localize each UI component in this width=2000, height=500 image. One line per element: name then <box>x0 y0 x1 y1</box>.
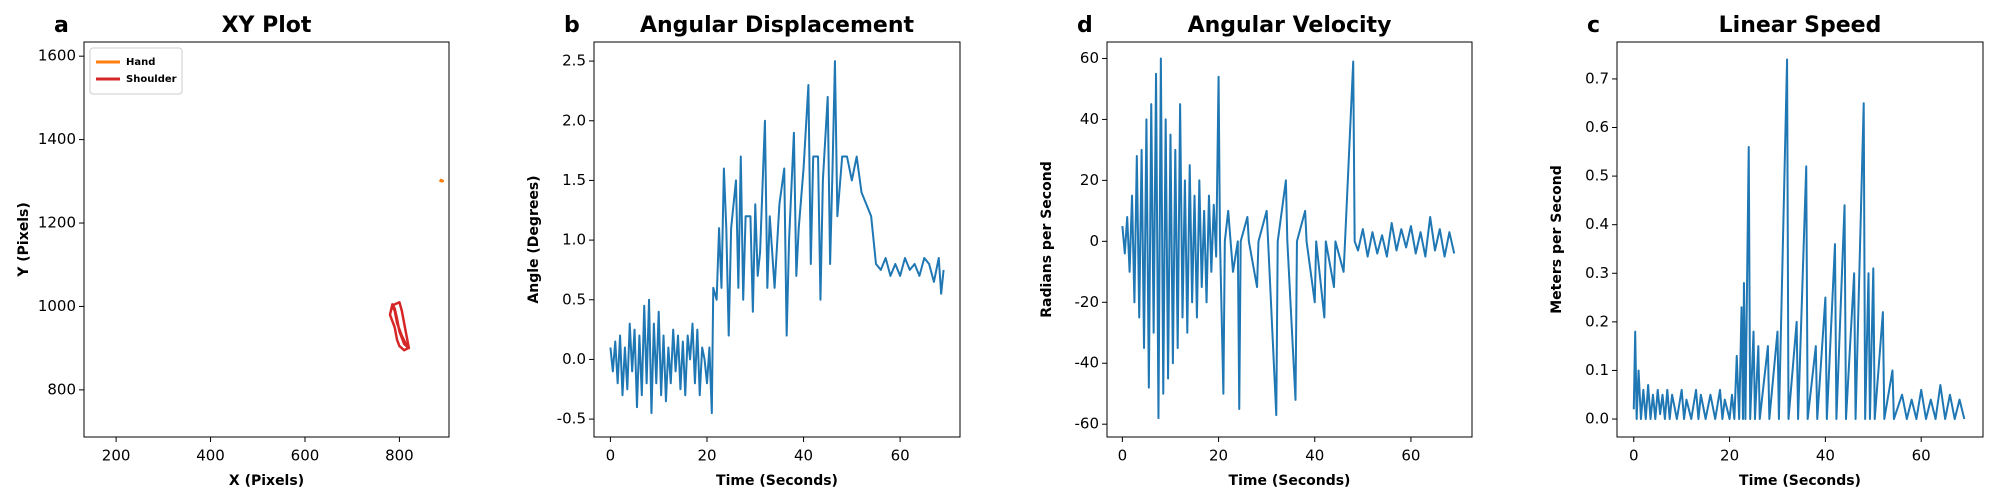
axes-frame <box>1616 41 1984 438</box>
axes-frame <box>593 41 961 438</box>
axes-frame <box>1106 41 1473 438</box>
y-tick-label: 0.4 <box>1585 215 1609 233</box>
panel-label: c <box>1587 13 1600 38</box>
x-axis-label: Time (Seconds) <box>716 473 838 489</box>
x-axis-label: Time (Seconds) <box>1229 473 1351 489</box>
y-tick-label: 40 <box>1080 110 1099 128</box>
x-tick-label: 0 <box>1118 447 1128 465</box>
x-tick-label: 60 <box>1401 447 1420 465</box>
x-tick-label: 40 <box>1816 447 1835 465</box>
subplot: 0 20 40 60 -60 -40 -20 0 20 40 60 Angular Velocity d… <box>1039 13 1473 489</box>
y-tick-label: 1600 <box>38 47 76 65</box>
y-tick-label: 1400 <box>38 130 76 148</box>
y-tick-label: -60 <box>1075 415 1100 433</box>
x-tick-label: 40 <box>1305 447 1324 465</box>
x-tick-label: 60 <box>891 447 910 465</box>
y-tick-label: 0.2 <box>1585 312 1609 330</box>
x-tick-label: 0 <box>606 447 616 465</box>
data-line <box>439 178 445 183</box>
data-line <box>1632 58 1966 421</box>
axes-frame <box>83 41 450 438</box>
y-tick-label: 1.0 <box>562 231 586 249</box>
x-axis-label: Time (Seconds) <box>1739 473 1861 489</box>
x-tick-label: 20 <box>1720 447 1739 465</box>
y-tick-label: 1000 <box>38 297 76 315</box>
y-tick-label: -0.5 <box>557 410 586 428</box>
subplot: 0 20 40 60 0.0 0.1 0.2 0.3 0.4 0.5 0.6 0.7 Linear Sp… <box>1549 13 1984 489</box>
plot-area <box>1632 58 1966 421</box>
x-tick-label: 800 <box>385 447 414 465</box>
subplot: 0 20 40 60 -0.5 0.0 0.5 1.0 1.5 2.0 2.5 Angular Dis… <box>526 13 961 489</box>
chart-title: XY Plot <box>222 13 312 38</box>
plot-area <box>609 60 945 415</box>
y-axis-label: Y (Pixels) <box>16 202 32 278</box>
data-line <box>609 60 945 415</box>
panel-label: b <box>564 13 580 38</box>
x-tick-label: 600 <box>291 447 320 465</box>
legend-label: Hand <box>126 57 155 68</box>
y-tick-label: 0.3 <box>1585 264 1609 282</box>
y-tick-label: 0.0 <box>1585 410 1609 428</box>
y-tick-label: 0 <box>1089 232 1099 250</box>
chart-title: Angular Displacement <box>640 13 914 38</box>
x-tick-label: 60 <box>1912 447 1931 465</box>
legend-label: Shoulder <box>126 74 177 85</box>
data-line <box>388 301 411 352</box>
plot-area <box>1121 57 1456 420</box>
y-tick-label: 20 <box>1080 171 1099 189</box>
y-tick-label: 60 <box>1080 49 1099 67</box>
y-axis-label: Meters per Second <box>1549 165 1565 314</box>
x-tick-label: 20 <box>697 447 716 465</box>
x-tick-label: 20 <box>1209 447 1228 465</box>
y-axis-label: Radians per Second <box>1039 161 1055 317</box>
y-tick-label: 0.5 <box>1585 167 1609 185</box>
panel-label: d <box>1077 13 1093 38</box>
y-tick-label: 0.5 <box>562 290 586 308</box>
chart-title: Linear Speed <box>1719 13 1882 38</box>
y-tick-label: 2.0 <box>562 111 586 129</box>
x-tick-label: 400 <box>196 447 225 465</box>
y-tick-label: 1.5 <box>562 171 586 189</box>
y-tick-label: -40 <box>1075 354 1100 372</box>
y-tick-label: 800 <box>47 380 76 398</box>
x-axis-label: X (Pixels) <box>229 473 304 489</box>
plot-area <box>388 178 445 352</box>
y-tick-label: -20 <box>1075 293 1100 311</box>
data-line <box>1121 57 1456 420</box>
panel-label: a <box>54 13 69 38</box>
y-tick-label: 0.6 <box>1585 118 1609 136</box>
y-tick-label: 0.7 <box>1585 69 1609 87</box>
y-tick-label: 1200 <box>38 214 76 232</box>
x-tick-label: 200 <box>102 447 131 465</box>
y-tick-label: 0.1 <box>1585 361 1609 379</box>
x-tick-label: 0 <box>1629 447 1639 465</box>
x-tick-label: 40 <box>794 447 813 465</box>
y-axis-label: Angle (Degrees) <box>526 175 542 303</box>
legend-box <box>89 47 183 95</box>
y-tick-label: 2.5 <box>562 52 586 70</box>
chart-title: Angular Velocity <box>1188 13 1392 38</box>
subplot: 200 400 600 800 800 1000 1200 1400 1600 XY Plot a X… <box>16 13 450 489</box>
y-tick-label: 0.0 <box>562 350 586 368</box>
